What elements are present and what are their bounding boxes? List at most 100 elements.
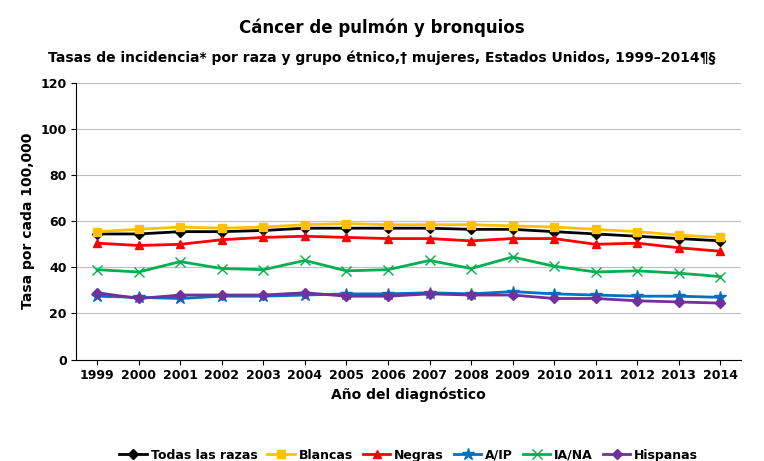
Todas las razas <box>300 225 309 231</box>
A/IP <box>591 292 601 298</box>
Blancas <box>134 227 144 232</box>
A/IP <box>384 291 393 297</box>
Negras <box>300 234 309 239</box>
Negras <box>425 236 434 242</box>
Blancas <box>342 221 351 226</box>
Todas las razas <box>384 225 393 231</box>
IA/NA <box>633 268 642 274</box>
Todas las razas <box>716 238 725 244</box>
Hispanas <box>674 299 683 305</box>
IA/NA <box>134 269 144 275</box>
Blancas <box>508 223 517 229</box>
A/IP <box>467 291 476 297</box>
Line: Negras: Negras <box>93 232 724 255</box>
A/IP <box>134 295 144 300</box>
X-axis label: Año del diagnóstico: Año del diagnóstico <box>332 388 486 402</box>
Line: IA/NA: IA/NA <box>92 252 725 282</box>
Negras <box>633 241 642 246</box>
IA/NA <box>591 269 601 275</box>
IA/NA <box>384 267 393 272</box>
Todas las razas <box>259 228 268 233</box>
Negras <box>549 236 558 242</box>
Blancas <box>674 232 683 238</box>
Blancas <box>467 222 476 228</box>
Legend: Todas las razas, Blancas, Negras, A/IP, IA/NA, Hispanas: Todas las razas, Blancas, Negras, A/IP, … <box>119 449 698 461</box>
A/IP <box>549 291 558 297</box>
A/IP <box>633 294 642 299</box>
IA/NA <box>300 258 309 263</box>
Hispanas <box>384 294 393 299</box>
Negras <box>176 242 185 247</box>
A/IP <box>259 294 268 299</box>
Hispanas <box>508 292 517 298</box>
Negras <box>342 235 351 240</box>
Hispanas <box>217 292 226 298</box>
Hispanas <box>259 292 268 298</box>
Todas las razas <box>134 231 144 237</box>
Negras <box>674 245 683 251</box>
Hispanas <box>633 298 642 304</box>
Negras <box>591 242 601 247</box>
Todas las razas <box>92 231 102 237</box>
Hispanas <box>300 290 309 296</box>
Blancas <box>176 225 185 230</box>
Negras <box>467 238 476 244</box>
Todas las razas <box>549 229 558 235</box>
Line: Blancas: Blancas <box>93 219 724 242</box>
Blancas <box>716 235 725 240</box>
Hispanas <box>425 291 434 297</box>
IA/NA <box>674 270 683 276</box>
A/IP <box>508 289 517 295</box>
Negras <box>134 242 144 248</box>
Negras <box>716 248 725 254</box>
Blancas <box>217 225 226 231</box>
A/IP <box>176 296 185 301</box>
Todas las razas <box>217 229 226 235</box>
Negras <box>384 236 393 242</box>
A/IP <box>300 292 309 298</box>
Hispanas <box>176 292 185 298</box>
Hispanas <box>92 290 102 296</box>
Negras <box>92 241 102 246</box>
Todas las razas <box>425 225 434 231</box>
Negras <box>217 237 226 242</box>
Blancas <box>591 227 601 232</box>
Todas las razas <box>342 225 351 231</box>
Todas las razas <box>467 227 476 232</box>
Negras <box>259 235 268 240</box>
Line: Todas las razas: Todas las razas <box>94 225 724 244</box>
A/IP <box>92 294 102 299</box>
Hispanas <box>591 296 601 301</box>
A/IP <box>716 295 725 300</box>
IA/NA <box>217 266 226 271</box>
Hispanas <box>134 296 144 301</box>
A/IP <box>425 290 434 296</box>
Todas las razas <box>674 236 683 242</box>
Hispanas <box>467 292 476 298</box>
IA/NA <box>259 267 268 272</box>
Blancas <box>633 229 642 235</box>
Hispanas <box>716 301 725 306</box>
Line: Hispanas: Hispanas <box>94 289 724 307</box>
Todas las razas <box>591 231 601 237</box>
IA/NA <box>549 264 558 269</box>
IA/NA <box>342 268 351 274</box>
Todas las razas <box>176 229 185 235</box>
Todas las razas <box>633 234 642 239</box>
Blancas <box>259 225 268 230</box>
Hispanas <box>342 294 351 299</box>
Blancas <box>425 222 434 228</box>
Line: A/IP: A/IP <box>91 285 727 305</box>
A/IP <box>217 294 226 299</box>
Todas las razas <box>508 227 517 232</box>
Hispanas <box>549 296 558 301</box>
Negras <box>508 236 517 242</box>
Text: Tasas de incidencia* por raza y grupo étnico,† mujeres, Estados Unidos, 1999–201: Tasas de incidencia* por raza y grupo ét… <box>48 51 716 65</box>
Text: Cáncer de pulmón y bronquios: Cáncer de pulmón y bronquios <box>239 18 525 37</box>
IA/NA <box>716 274 725 279</box>
IA/NA <box>425 258 434 263</box>
Blancas <box>384 222 393 228</box>
Y-axis label: Tasa por cada 100,000: Tasa por cada 100,000 <box>21 133 35 309</box>
Blancas <box>549 225 558 230</box>
Blancas <box>92 229 102 235</box>
